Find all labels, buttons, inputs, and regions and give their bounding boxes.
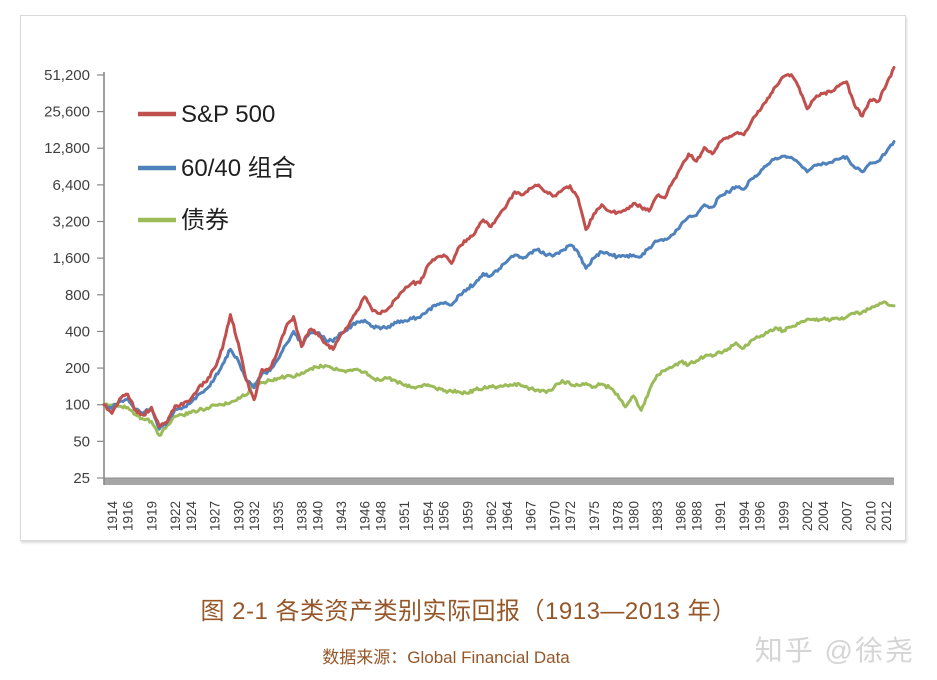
data-source: 数据来源：Global Financial Data (322, 648, 570, 667)
figure-caption: 图 2-1 各类资产类别实际回报（1913—2013 年） (200, 598, 737, 625)
x-tick-label: 1996 (753, 501, 768, 531)
x-tick-labels: 1914 1916 1919 1922 1924 1927 1930 1932 1935 1938… (105, 500, 894, 531)
x-tick-label: 1924 (184, 500, 199, 531)
x-tick-label: 1964 (500, 500, 515, 531)
x-tick-label: 1954 (421, 500, 436, 531)
series-lines (102, 66, 896, 437)
x-tick-label: 1919 (144, 501, 159, 531)
chart-frame (20, 15, 906, 541)
watermark: 知乎 @徐尧 (754, 635, 915, 666)
y-tick-label: 400 (65, 323, 90, 340)
x-tick-label: 1951 (397, 501, 412, 531)
legend-label: 债券 (181, 207, 229, 234)
x-tick-label: 1983 (650, 501, 665, 531)
x-tick-label: 1914 (105, 500, 120, 531)
x-tick-label: 1940 (310, 501, 325, 531)
x-tick-label: 1938 (295, 501, 310, 531)
series-line-bonds (102, 300, 896, 437)
x-tick-label: 1932 (247, 501, 262, 531)
x-tick-label: 1972 (563, 501, 578, 531)
x-tick-label: 1946 (358, 501, 373, 531)
x-tick-label: 1962 (484, 501, 499, 531)
legend-label: S&P 500 (181, 101, 275, 128)
x-tick-label: 2002 (800, 501, 815, 531)
x-tick-label: 1975 (587, 501, 602, 531)
y-tick-labels: 51,200 25,600 12,800 6,400 3,200 1,600 800 400 2… (44, 67, 104, 487)
x-tick-label: 1956 (437, 501, 452, 531)
x-tick-label: 1988 (690, 501, 705, 531)
x-tick-label: 1922 (168, 501, 183, 531)
legend-entry: S&P 500 (138, 101, 275, 128)
x-tick-label: 1927 (208, 501, 223, 531)
legend-entry: 60/40 组合 (138, 155, 296, 182)
chart-svg: 51,200 25,600 12,800 6,400 3,200 1,600 800 400 2… (44, 66, 896, 531)
y-tick-label: 800 (65, 287, 90, 304)
x-tick-label: 1967 (524, 501, 539, 531)
series-line-sp500 (102, 66, 896, 429)
x-tick-label: 1943 (334, 501, 349, 531)
x-tick-label: 1994 (737, 500, 752, 531)
legend-label: 60/40 组合 (181, 155, 296, 182)
y-tick-label: 50 (73, 433, 90, 450)
y-tick-label: 1,600 (52, 250, 90, 267)
y-tick-label: 51,200 (44, 67, 90, 84)
x-tick-label: 2012 (879, 501, 894, 531)
axes (103, 72, 894, 485)
x-tick-label: 1980 (626, 501, 641, 531)
x-tick-label: 2007 (840, 501, 855, 531)
y-tick-label: 12,800 (44, 140, 90, 157)
x-tick-label: 1991 (713, 501, 728, 531)
y-tick-label: 25,600 (44, 104, 90, 121)
x-tick-label: 2010 (863, 501, 878, 531)
legend-entry: 债券 (138, 207, 229, 234)
x-tick-label: 1999 (776, 501, 791, 531)
x-tick-label: 1935 (271, 501, 286, 531)
series-line-60-40 (102, 140, 896, 431)
x-tick-label: 1916 (121, 501, 136, 531)
y-tick-label: 3,200 (52, 214, 90, 231)
y-tick-label: 6,400 (52, 177, 90, 194)
x-tick-label: 2004 (816, 500, 831, 531)
x-tick-label: 1948 (374, 501, 389, 531)
x-tick-label: 1978 (611, 501, 626, 531)
x-axis-bar (104, 478, 894, 485)
y-tick-label: 25 (73, 470, 90, 487)
x-tick-label: 1930 (231, 501, 246, 531)
x-tick-label: 1986 (674, 501, 689, 531)
y-tick-label: 100 (65, 397, 90, 414)
x-tick-label: 1959 (460, 501, 475, 531)
y-tick-label: 200 (65, 360, 90, 377)
x-tick-label: 1970 (547, 501, 562, 531)
